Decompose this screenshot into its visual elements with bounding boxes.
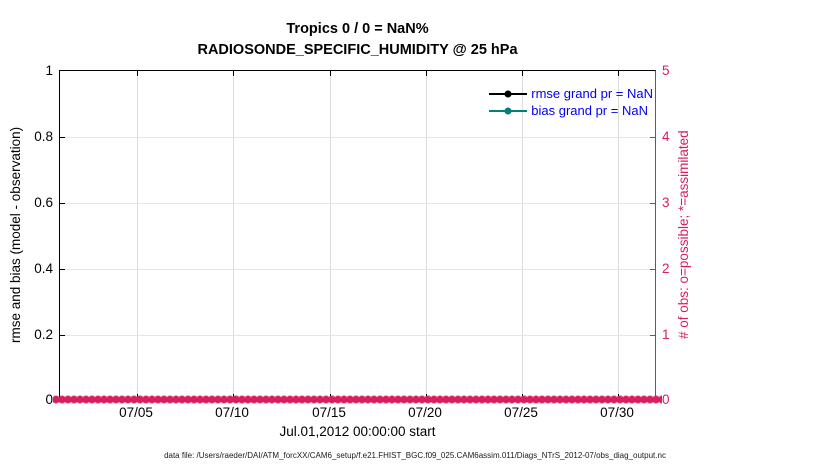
x-tick-mark-top xyxy=(233,71,234,76)
obs-count-markers-zero-line xyxy=(53,394,662,405)
right-y-tick-mark xyxy=(650,137,655,138)
vertical-gridline xyxy=(330,71,331,399)
rmse-marker-icon xyxy=(504,90,512,97)
x-tick-mark-top xyxy=(522,71,523,76)
left-y-tick-label: 0.8 xyxy=(34,129,53,144)
rmse-line-sample xyxy=(489,90,528,97)
left-y-tick-mark xyxy=(60,335,65,336)
x-tick-label: 07/30 xyxy=(600,405,634,420)
x-tick-label: 07/15 xyxy=(312,405,346,420)
plot-area: rmse grand pr = NaN bias grand pr = NaN xyxy=(59,70,656,400)
vertical-gridline xyxy=(137,71,138,399)
right-y-tick-label: 0 xyxy=(662,392,670,407)
horizontal-gridline xyxy=(60,137,655,138)
left-y-tick-label: 0 xyxy=(45,392,53,407)
left-y-tick-label: 0.2 xyxy=(34,327,53,342)
x-tick-label: 07/20 xyxy=(408,405,442,420)
right-y-tick-mark xyxy=(650,203,655,204)
right-y-tick-label: 1 xyxy=(662,327,670,342)
vertical-gridline xyxy=(522,71,523,399)
legend-label-bias: bias grand pr = NaN xyxy=(531,103,648,118)
x-tick-label: 07/10 xyxy=(215,405,249,420)
x-tick-mark-top xyxy=(330,71,331,76)
legend-label-rmse: rmse grand pr = NaN xyxy=(531,86,653,101)
x-tick-mark-top xyxy=(137,71,138,76)
horizontal-gridline xyxy=(60,203,655,204)
left-y-tick-mark xyxy=(60,137,65,138)
right-y-tick-label: 4 xyxy=(662,129,670,144)
chart-title-block: Tropics 0 / 0 = NaN% RADIOSONDE_SPECIFIC… xyxy=(59,19,656,61)
vertical-gridline xyxy=(618,71,619,399)
left-y-tick-mark xyxy=(60,203,65,204)
left-y-tick-label: 0.6 xyxy=(34,195,53,210)
horizontal-gridline xyxy=(60,269,655,270)
x-axis-label: Jul.01,2012 00:00:00 start xyxy=(279,424,436,439)
x-tick-label: 07/05 xyxy=(119,405,153,420)
legend-item-rmse: rmse grand pr = NaN xyxy=(489,85,653,102)
right-y-tick-label: 5 xyxy=(662,63,670,78)
x-tick-mark-top xyxy=(618,71,619,76)
bias-line-sample xyxy=(489,107,528,114)
bias-marker-icon xyxy=(504,107,512,114)
left-y-axis-label: rmse and bias (model - observation) xyxy=(8,126,23,344)
right-y-tick-label: 3 xyxy=(662,195,670,210)
horizontal-gridline xyxy=(60,335,655,336)
vertical-gridline xyxy=(233,71,234,399)
chart-subtitle: RADIOSONDE_SPECIFIC_HUMIDITY @ 25 hPa xyxy=(197,42,518,58)
x-tick-mark-top xyxy=(426,71,427,76)
chart-title: Tropics 0 / 0 = NaN% xyxy=(286,21,429,37)
right-y-tick-label: 2 xyxy=(662,261,670,276)
x-tick-label: 07/25 xyxy=(504,405,538,420)
legend-item-bias: bias grand pr = NaN xyxy=(489,102,653,119)
left-y-tick-mark xyxy=(60,269,65,270)
left-y-tick-label: 0.4 xyxy=(34,261,53,276)
legend: rmse grand pr = NaN bias grand pr = NaN xyxy=(489,85,653,119)
right-y-tick-mark xyxy=(650,335,655,336)
right-y-tick-mark xyxy=(650,269,655,270)
vertical-gridline xyxy=(426,71,427,399)
right-y-axis-label: # of obs: o=possible; *=assimilated xyxy=(676,130,691,340)
data-file-path: data file: /Users/raeder/DAI/ATM_forcXX/… xyxy=(164,451,666,460)
left-y-tick-label: 1 xyxy=(45,63,53,78)
